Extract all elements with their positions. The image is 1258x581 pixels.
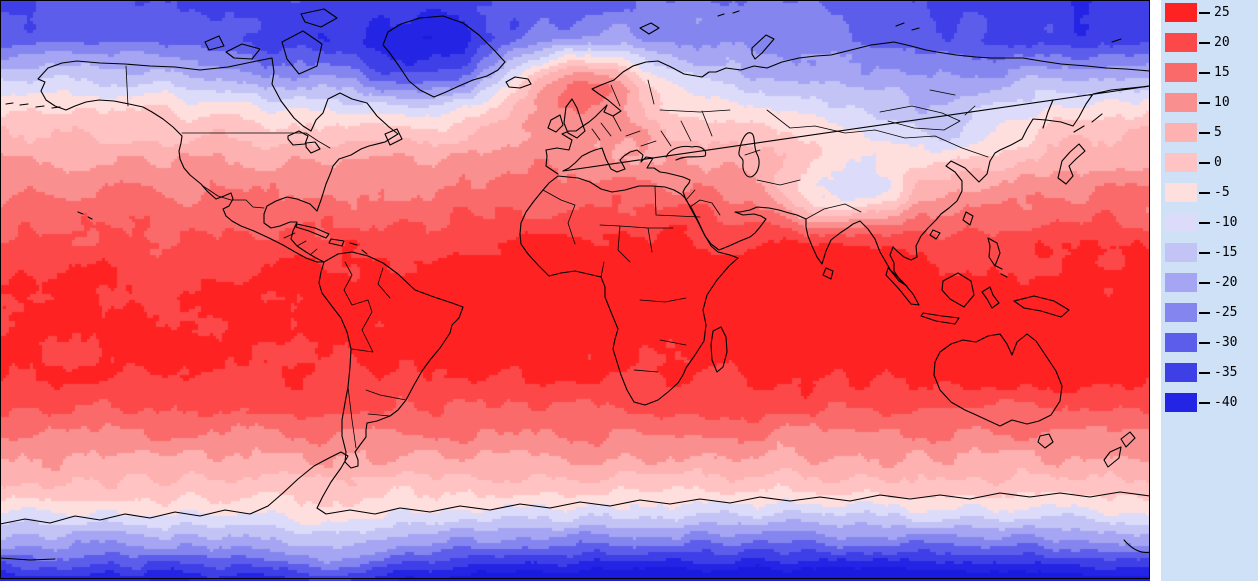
legend-label: -10 — [1214, 215, 1238, 230]
legend-swatch — [1165, 153, 1197, 172]
color-legend: 25 20 15 10 5 0 -5 -10 -15 -20 -25 -30 -35 -40 — [1161, 0, 1258, 581]
coast-antarctica — [0, 451, 1150, 561]
legend-label: -15 — [1214, 245, 1238, 260]
coast-madagascar — [710, 326, 728, 373]
coast-caspian-sea — [738, 132, 760, 178]
map-frame — [0, 0, 1150, 579]
legend-tick — [1199, 192, 1210, 194]
coast-indonesia-newguinea — [885, 267, 1070, 325]
legend-entry: 0 — [1161, 153, 1258, 183]
legend-label: 0 — [1214, 155, 1222, 170]
coast-south-america — [318, 251, 464, 469]
legend-entry: 10 — [1161, 93, 1258, 123]
legend-label: -40 — [1214, 395, 1238, 410]
coast-asia-pacific-to-med — [562, 85, 1150, 287]
legend-entry: -30 — [1161, 333, 1258, 363]
legend-entry: -35 — [1161, 363, 1258, 393]
legend-swatch — [1165, 213, 1197, 232]
legend-tick — [1199, 222, 1210, 224]
legend-swatch — [1165, 393, 1197, 412]
coast-greenland — [382, 15, 506, 98]
coast-caribbean — [295, 223, 368, 255]
coast-aleutians — [5, 102, 93, 220]
country-borders — [125, 65, 989, 449]
legend-swatch — [1165, 63, 1197, 82]
coastlines — [0, 8, 1150, 561]
legend-entry: 25 — [1161, 3, 1258, 33]
legend-tick — [1199, 132, 1210, 134]
coast-british-isles — [547, 98, 586, 139]
coast-arctic-islands — [204, 8, 403, 146]
legend-tick — [1199, 312, 1210, 314]
legend-swatch — [1165, 33, 1197, 52]
legend-swatch — [1165, 303, 1197, 322]
legend-entry: -25 — [1161, 303, 1258, 333]
coast-japan-kuril — [1042, 99, 1103, 185]
legend-tick — [1199, 12, 1210, 14]
coast-black-sea — [665, 145, 707, 161]
legend-entry: 15 — [1161, 63, 1258, 93]
coast-philippines — [987, 237, 1008, 278]
coast-taiwan-hainan-srilanka — [822, 211, 974, 280]
legend-tick — [1199, 372, 1210, 374]
legend-label: -5 — [1214, 185, 1230, 200]
legend-entry: 20 — [1161, 33, 1258, 63]
legend-entry: -20 — [1161, 273, 1258, 303]
legend-tick — [1199, 342, 1210, 344]
world-temperature-map — [0, 0, 1150, 581]
temperature-contour-field — [0, 0, 1150, 581]
coast-eurasia-arctic — [545, 41, 1150, 175]
legend-label: 15 — [1214, 65, 1230, 80]
legend-tick — [1199, 282, 1210, 284]
legend-entry: -10 — [1161, 213, 1258, 243]
legend-tick — [1199, 252, 1210, 254]
legend-swatch — [1165, 183, 1197, 202]
legend-label: 5 — [1214, 125, 1222, 140]
legend-tick — [1199, 42, 1210, 44]
legend-tick — [1199, 162, 1210, 164]
borders-africa — [542, 185, 701, 373]
legend-tick — [1199, 72, 1210, 74]
coastlines-overlay — [0, 0, 1150, 579]
legend-swatch — [1165, 243, 1197, 262]
legend-swatch — [1165, 273, 1197, 292]
coast-australia-nz — [933, 333, 1136, 468]
legend-label: 10 — [1214, 95, 1230, 110]
legend-swatch — [1165, 333, 1197, 352]
coast-great-lakes — [287, 130, 321, 154]
borders-south-america — [343, 261, 407, 449]
coast-north-america — [37, 57, 399, 263]
legend-label: 20 — [1214, 35, 1230, 50]
borders-europe — [591, 79, 731, 147]
legend-swatch — [1165, 363, 1197, 382]
legend-label: -25 — [1214, 305, 1238, 320]
legend-entry: 5 — [1161, 123, 1258, 153]
legend-tick — [1199, 402, 1210, 404]
coast-africa — [519, 175, 739, 406]
legend-label: 25 — [1214, 5, 1230, 20]
legend-entry: -40 — [1161, 393, 1258, 423]
legend-swatch — [1165, 3, 1197, 22]
borders-asia — [685, 89, 989, 220]
panel-gap — [1150, 0, 1161, 581]
legend-label: -35 — [1214, 365, 1238, 380]
legend-label: -20 — [1214, 275, 1238, 290]
legend-swatch — [1165, 123, 1197, 142]
legend-entry: -5 — [1161, 183, 1258, 213]
coast-iceland — [505, 76, 532, 89]
legend-swatch — [1165, 93, 1197, 112]
coast-arctic-russia-islands — [639, 10, 1122, 60]
legend-entry: -15 — [1161, 243, 1258, 273]
borders-north-america — [125, 65, 331, 256]
legend-label: -30 — [1214, 335, 1238, 350]
legend-tick — [1199, 102, 1210, 104]
